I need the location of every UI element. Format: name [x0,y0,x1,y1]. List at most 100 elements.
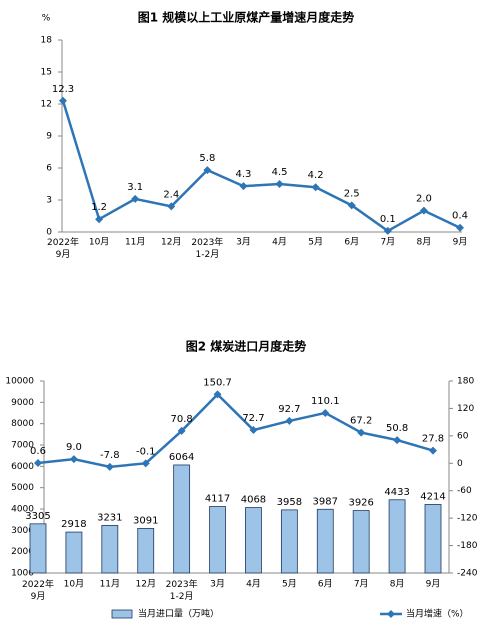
x-tick-label: 12月 [161,237,181,248]
point [177,426,186,435]
bar-value-label: 3231 [97,512,122,523]
value-label: 4.3 [236,169,252,180]
legend-label: 当月增速（%） [406,608,469,620]
point [69,455,78,464]
bar [316,508,334,574]
bar [245,507,262,574]
point [429,446,437,455]
point [141,459,150,468]
point [357,428,366,437]
bar-value-label: 3305 [25,511,50,522]
point [383,226,392,235]
chart-title: 图2 煤炭进口月度走势 [186,339,307,354]
value-label: 0.4 [452,211,468,222]
legend-label: 当月进口量（万吨） [138,608,219,620]
y-tick-label: 1000 [11,569,34,579]
value-label: 2.0 [416,194,432,205]
x-tick-label: 4月 [272,237,287,248]
y-tick-label: 12 [41,100,52,110]
x-tick-label: 3月 [236,237,251,248]
x-tick-label: 6月 [318,579,333,590]
value-label: 150.7 [203,377,232,388]
y-tick-label: 18 [41,36,53,46]
value-label: 72.7 [242,413,264,424]
value-label: 110.1 [311,396,340,407]
x-tick-label: 10月 [89,237,109,248]
point [167,202,176,211]
y2-tick-label: -240 [457,569,478,579]
y-tick-label: 15 [41,68,52,78]
y2-tick-label: -180 [457,541,478,551]
value-label: 0.6 [30,446,46,457]
bar-value-label: 3958 [277,497,302,508]
x-tick-label: 9月 [453,237,468,248]
x-tick-label: 9月 [426,579,441,590]
x-tick-label: 11月 [100,579,120,590]
value-label: 70.8 [171,414,193,425]
value-label: 50.8 [386,423,408,434]
bar-value-label: 4068 [241,495,266,506]
y-axis-label: % [42,14,51,24]
x-tick-label: 8月 [417,237,432,248]
y2-tick-label: -60 [457,486,472,496]
y-tick-label: 3 [46,196,52,206]
value-label: 9.0 [66,442,82,453]
x-tick-label: 7月 [380,237,395,248]
bar-value-label: 3987 [313,496,338,507]
value-label: 0.1 [380,214,396,225]
value-label: 1.2 [91,202,107,213]
bar-value-label: 3091 [133,515,158,526]
bar-value-label: 6064 [169,452,194,463]
line [61,100,461,233]
x-tick-label: 12月 [136,579,156,590]
point [239,182,248,191]
y-tick-label: 6 [46,164,52,174]
point [275,180,284,188]
value-label: 12.3 [52,84,74,95]
value-label: 5.8 [199,153,215,164]
bar [173,464,191,574]
point [105,462,114,471]
point [95,215,104,224]
value-label: 3.1 [127,182,143,193]
point [285,416,294,425]
point [321,408,330,417]
x-tick-label: 11月 [125,237,145,248]
bar [424,504,442,574]
value-label: -7.8 [100,450,120,461]
y2-tick-label: 60 [457,431,469,441]
point [131,194,140,203]
bar [388,499,406,574]
x-tick-label: 3月 [210,579,225,590]
x-tick-label: 4月 [246,579,261,590]
x-tick-label: 2022年 9月 [47,236,79,260]
x-tick-label: 8月 [390,579,405,590]
bar [65,531,83,574]
point [249,426,258,435]
x-tick-label: 2023年 1-2月 [166,578,198,602]
x-tick-label: 5月 [308,237,323,248]
bar-value-label: 4433 [384,487,409,498]
point [59,96,67,105]
point [393,436,402,445]
bar-value-label: 2918 [61,519,86,530]
bar-value-label: 4214 [420,491,445,502]
bar-value-label: 3926 [348,498,373,509]
value-label: 27.8 [422,434,444,445]
y-tick-label: 6000 [11,462,34,472]
point [419,206,428,215]
x-tick-label: 10月 [64,579,84,590]
point [311,183,320,192]
bar [209,506,226,574]
y-tick-label: 4000 [11,505,34,515]
y-tick-label: 10000 [5,377,34,387]
y-tick-label: 0 [46,228,52,238]
bar [352,510,370,574]
point [34,459,42,468]
y2-tick-label: -120 [457,514,478,524]
x-tick-label: 2023年 1-2月 [191,236,223,260]
x-tick-label: 7月 [354,579,369,590]
value-label: 4.2 [308,170,324,181]
bar [101,525,119,574]
